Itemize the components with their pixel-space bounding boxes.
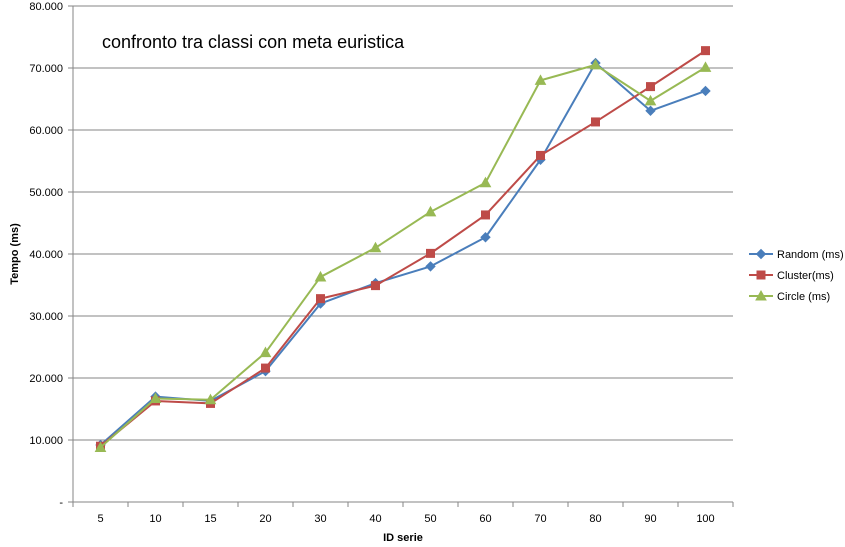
legend-entry: Circle (ms) <box>749 289 830 303</box>
legend-entry: Cluster(ms) <box>749 270 834 282</box>
data-point <box>425 261 436 272</box>
x-tick-label: 15 <box>204 513 216 525</box>
y-tick-label: 70.000 <box>29 63 63 75</box>
data-point <box>644 94 657 106</box>
y-axis-tick-labels: - 10.000 20.000 30.000 40.000 50.000 60.000 70.… <box>29 1 63 509</box>
y-tick-label: 60.000 <box>29 125 63 137</box>
y-tick-label: 40.000 <box>29 249 63 261</box>
y-tick-label: 80.000 <box>29 1 63 13</box>
data-point <box>699 61 712 72</box>
gridlines <box>73 5 733 441</box>
y-tick-label: 10.000 <box>29 435 63 447</box>
data-point <box>316 294 325 304</box>
x-tick-label: 100 <box>696 513 714 525</box>
x-tick-label: 50 <box>424 513 436 525</box>
series-line <box>99 63 707 449</box>
data-point <box>204 393 217 405</box>
legend-marker <box>755 289 767 301</box>
data-point <box>94 441 107 452</box>
series-triangle <box>94 58 712 452</box>
x-tick-label: 90 <box>644 513 656 525</box>
data-point <box>479 176 492 188</box>
x-tick-label: 40 <box>369 513 381 525</box>
legend-entry: Random (ms) <box>749 248 844 261</box>
data-point <box>589 58 602 70</box>
data-point <box>645 105 656 116</box>
data-point <box>536 150 545 160</box>
y-tick-label: 20.000 <box>29 373 63 385</box>
y-tick-label: 30.000 <box>29 311 63 323</box>
y-tick-label: 50.000 <box>29 187 63 199</box>
chart-title: confronto tra classi con meta euristica <box>102 32 405 52</box>
x-tick-label: 5 <box>97 513 103 525</box>
x-axis-tick-labels: 5 10 15 20 30 40 50 60 70 80 90 100 <box>97 513 714 525</box>
data-point <box>701 46 710 56</box>
data-point <box>369 241 382 253</box>
x-tick-label: 70 <box>534 513 546 525</box>
legend-label: Cluster(ms) <box>777 270 834 282</box>
x-axis-title: ID serie <box>383 532 423 544</box>
series-lines <box>94 46 712 452</box>
data-point <box>480 232 491 243</box>
data-point <box>314 270 327 282</box>
data-point <box>534 74 547 85</box>
series-line <box>99 49 707 447</box>
data-point <box>259 346 272 358</box>
data-point <box>149 392 162 403</box>
series-square <box>96 46 710 451</box>
x-tick-label: 30 <box>314 513 326 525</box>
legend-label: Circle (ms) <box>777 291 830 303</box>
axes <box>68 5 734 507</box>
x-tick-label: 10 <box>149 513 161 525</box>
data-point <box>371 281 380 291</box>
legend-marker <box>755 248 767 260</box>
x-tick-label: 20 <box>259 513 271 525</box>
data-point <box>424 205 437 217</box>
legend-label: Random (ms) <box>777 249 844 261</box>
legend: Random (ms) Cluster(ms) Circle (ms) <box>749 248 844 303</box>
y-tick-label: - <box>59 497 63 509</box>
data-point <box>261 363 270 373</box>
data-point <box>700 85 711 97</box>
x-tick-label: 60 <box>479 513 491 525</box>
data-point <box>646 82 655 92</box>
y-axis-title: Tempo (ms) <box>9 223 21 285</box>
legend-marker <box>756 270 766 280</box>
x-tick-label: 80 <box>589 513 601 525</box>
data-point <box>591 117 600 127</box>
data-point <box>481 210 490 220</box>
data-point <box>426 248 435 258</box>
